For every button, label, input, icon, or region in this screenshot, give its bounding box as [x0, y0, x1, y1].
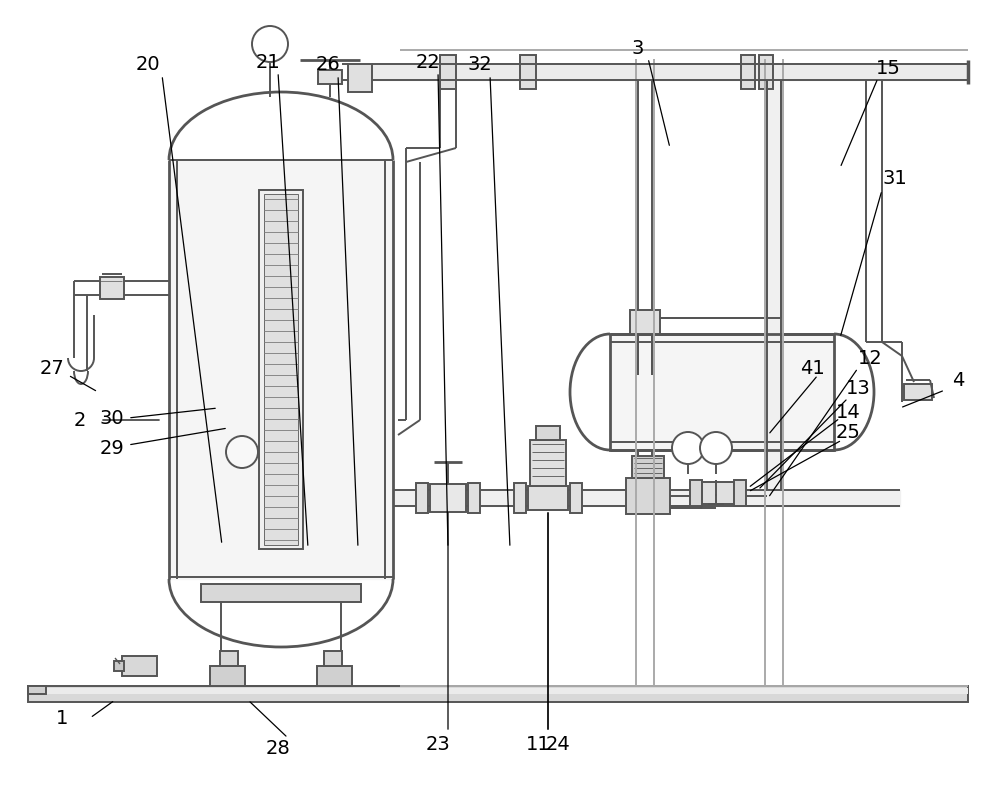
Bar	[317, 666, 352, 686]
Bar	[28, 688, 968, 694]
Text: 30: 30	[100, 408, 124, 427]
Text: 2: 2	[74, 411, 86, 430]
Bar	[220, 651, 238, 666]
Text: 11: 11	[526, 735, 550, 754]
Bar	[630, 488, 660, 510]
Circle shape	[226, 436, 258, 468]
Bar	[759, 55, 773, 89]
Text: 29: 29	[100, 439, 124, 458]
Bar	[114, 661, 124, 671]
Bar	[570, 483, 582, 513]
Text: 25: 25	[836, 423, 860, 442]
Text: 23: 23	[426, 735, 450, 754]
Bar	[530, 440, 566, 486]
Text: 1: 1	[56, 708, 68, 727]
Text: 31: 31	[883, 168, 907, 187]
Text: 14: 14	[836, 403, 860, 422]
Text: 24: 24	[546, 735, 570, 754]
Bar	[259, 190, 303, 549]
Circle shape	[672, 432, 704, 464]
Bar	[430, 484, 466, 512]
Bar	[468, 483, 480, 513]
Text: 21: 21	[256, 52, 280, 71]
Text: 22: 22	[416, 52, 440, 71]
Text: 28: 28	[266, 738, 290, 757]
Bar	[122, 656, 157, 676]
Bar	[201, 584, 361, 602]
Text: 15: 15	[876, 59, 900, 78]
Bar	[904, 384, 932, 400]
Bar	[100, 277, 124, 299]
Bar	[528, 486, 568, 510]
Bar	[348, 64, 372, 92]
Bar	[28, 686, 968, 702]
Bar	[210, 666, 245, 686]
Text: 4: 4	[952, 370, 964, 389]
Bar	[734, 480, 746, 506]
Bar	[514, 483, 526, 513]
Circle shape	[252, 26, 288, 62]
Text: 27: 27	[40, 358, 64, 377]
Bar	[440, 55, 456, 89]
Bar	[632, 456, 664, 478]
Bar	[318, 70, 342, 84]
Text: 13: 13	[846, 378, 870, 397]
Bar	[264, 194, 298, 545]
Text: 20: 20	[136, 56, 160, 75]
Text: 26: 26	[316, 56, 340, 75]
Bar	[520, 55, 536, 89]
Bar	[610, 334, 834, 450]
Bar	[28, 686, 46, 694]
Bar	[416, 483, 428, 513]
Text: 3: 3	[632, 39, 644, 58]
Circle shape	[700, 432, 732, 464]
Bar	[536, 426, 560, 440]
Bar	[741, 55, 755, 89]
Bar	[700, 482, 736, 504]
Bar	[626, 478, 670, 514]
Bar	[690, 480, 702, 506]
Text: 12: 12	[858, 348, 882, 367]
Text: 32: 32	[468, 56, 492, 75]
Bar	[324, 651, 342, 666]
Bar	[630, 310, 660, 334]
Text: 41: 41	[800, 358, 824, 377]
